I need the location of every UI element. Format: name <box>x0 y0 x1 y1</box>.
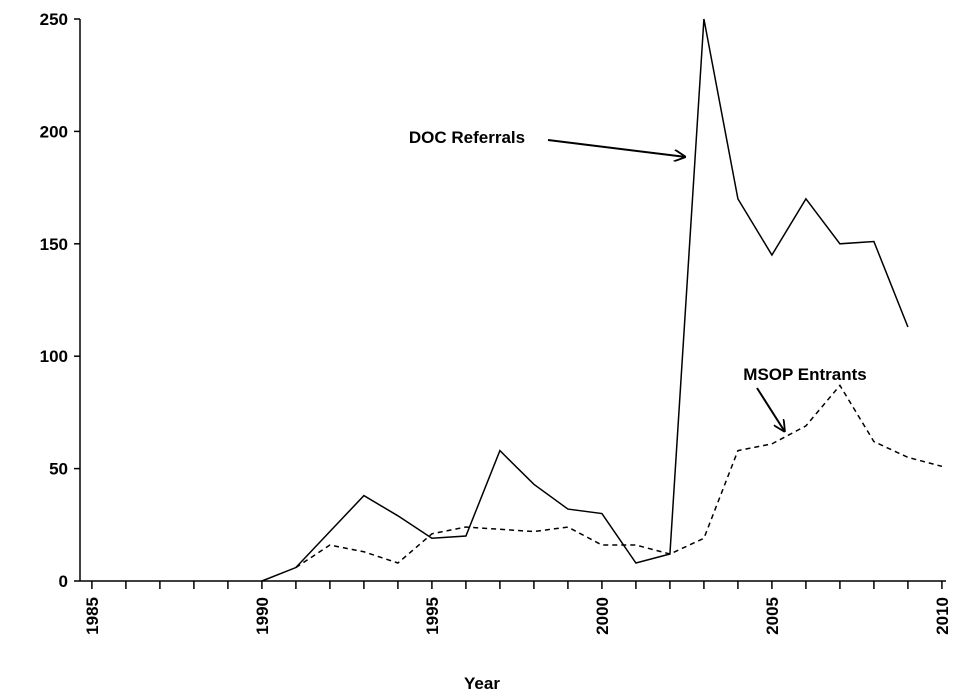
x-tick-label: 2005 <box>763 597 782 635</box>
y-tick-label: 100 <box>40 347 68 366</box>
y-tick-label: 250 <box>40 10 68 29</box>
x-tick-label: 1990 <box>253 597 272 635</box>
data-line <box>261 18 909 582</box>
legend-annotation: DOC Referrals <box>409 128 525 147</box>
x-tick-label: 1995 <box>423 597 442 635</box>
x-axis-label: Year <box>464 674 500 693</box>
x-tick-label: 2010 <box>933 597 952 635</box>
y-tick-label: 200 <box>40 122 68 141</box>
y-tick-label: 50 <box>49 460 68 479</box>
annotation-arrow <box>756 387 785 432</box>
x-tick-label: 1985 <box>83 597 102 635</box>
annotation-arrow <box>547 139 686 157</box>
data-line <box>295 384 943 569</box>
y-tick-label: 0 <box>59 572 68 591</box>
x-tick-label: 2000 <box>593 597 612 635</box>
y-tick-label: 150 <box>40 235 68 254</box>
legend-annotation: MSOP Entrants <box>743 365 866 384</box>
